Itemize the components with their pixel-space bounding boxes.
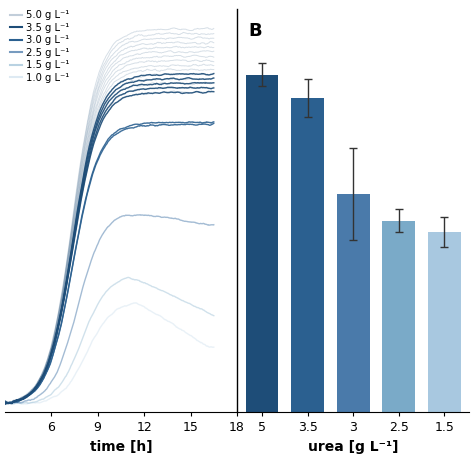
Bar [337, 194, 370, 412]
Bar [382, 220, 415, 412]
Bar [291, 98, 324, 412]
X-axis label: time [h]: time [h] [90, 440, 152, 454]
Legend: 5.0 g L⁻¹, 3.5 g L⁻¹, 3.0 g L⁻¹, 2.5 g L⁻¹, 1.5 g L⁻¹, 1.0 g L⁻¹: 5.0 g L⁻¹, 3.5 g L⁻¹, 3.0 g L⁻¹, 2.5 g L… [10, 10, 69, 83]
X-axis label: urea [g L⁻¹]: urea [g L⁻¹] [308, 440, 398, 454]
Bar [246, 75, 278, 412]
Bar [428, 232, 461, 412]
Text: B: B [248, 22, 262, 39]
